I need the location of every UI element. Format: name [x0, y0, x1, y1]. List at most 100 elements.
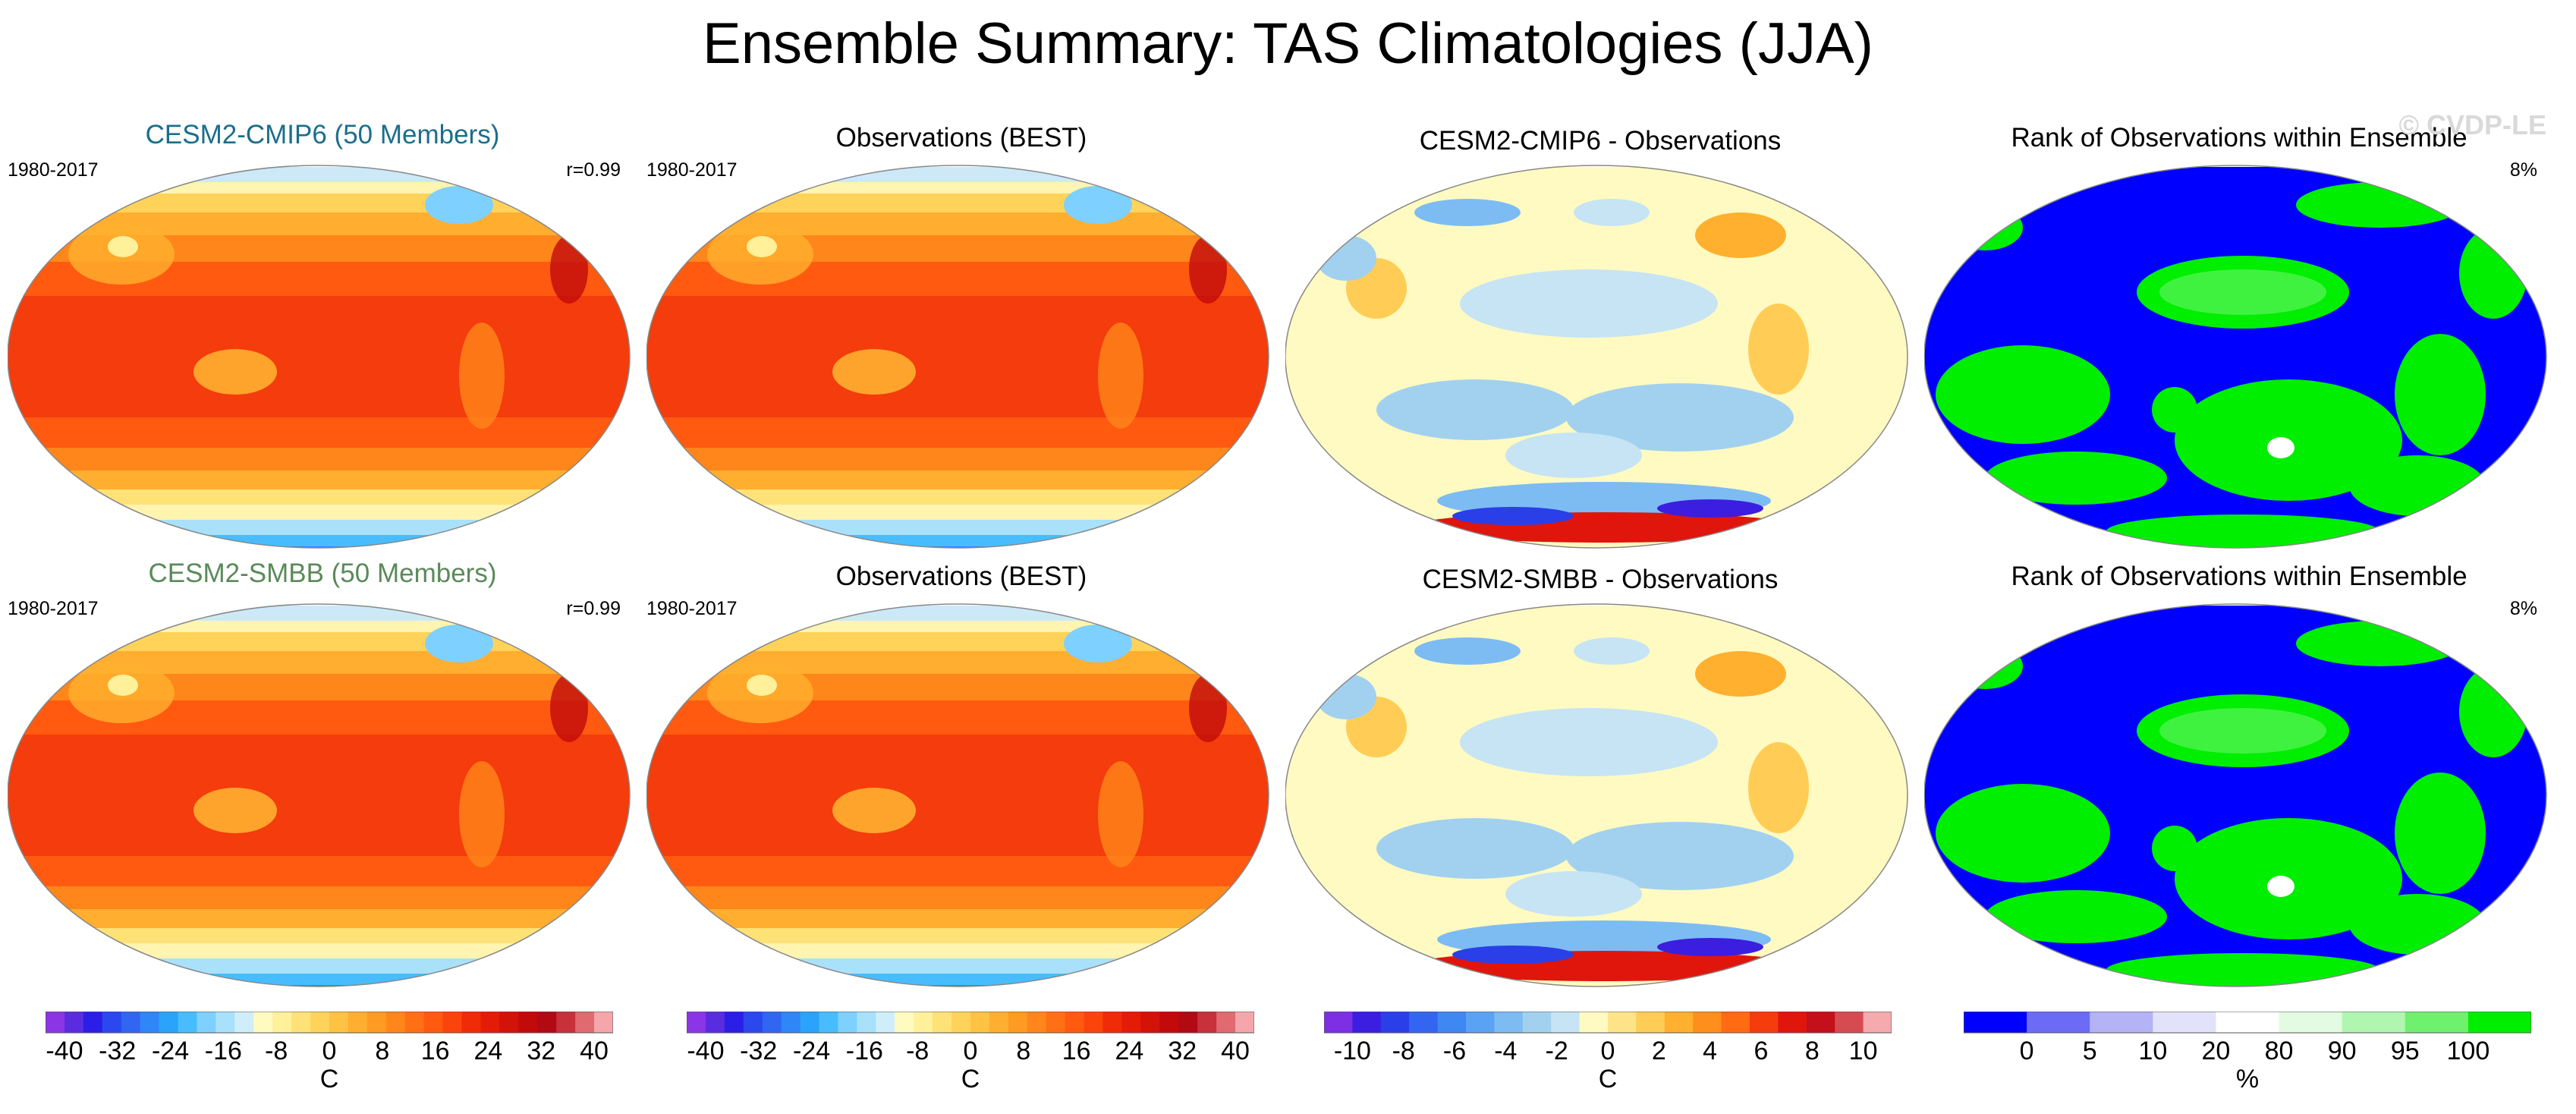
rank-percent: 8% — [2509, 598, 2537, 619]
colorbar-tick-label: -8 — [265, 1037, 288, 1065]
world-map — [1285, 603, 1908, 987]
colorbar: 0 5 10 20 80 90 95 100% — [1964, 1012, 2531, 1103]
colorbar-swatch — [102, 1012, 122, 1033]
colorbar-swatch — [1065, 1012, 1085, 1033]
colorbar-swatch — [1102, 1012, 1122, 1033]
colorbar-tick-label: 8 — [1805, 1037, 1820, 1065]
colorbar-tick-label: 0 — [2020, 1037, 2034, 1065]
colorbar-swatch — [2342, 1012, 2406, 1033]
colorbar-tick-label: -32 — [99, 1037, 136, 1065]
colorbar: -40 -32 -24 -16 -8 0 8 16 24 32 40 C — [687, 1012, 1254, 1103]
year-range: 1980-2017 — [646, 159, 738, 181]
colorbar-tick-label: -24 — [793, 1037, 830, 1065]
colorbar-swatch — [1046, 1012, 1066, 1033]
world-map — [646, 165, 1269, 549]
colorbar-swatch — [518, 1012, 538, 1033]
colorbar-tick-label: -8 — [1392, 1037, 1415, 1065]
colorbar-unit: % — [2236, 1065, 2259, 1094]
map-panel: Rank of Observations within Ensemble 8% — [1924, 560, 2554, 993]
colorbar-tick-label: 80 — [2265, 1037, 2294, 1065]
colorbar-swatch — [1608, 1012, 1637, 1033]
colorbar-swatch — [366, 1012, 387, 1033]
colorbar-swatch — [1522, 1012, 1552, 1033]
colorbar-swatch — [234, 1012, 254, 1033]
colorbar-swatch — [2467, 1012, 2531, 1033]
year-range: 1980-2017 — [8, 598, 99, 619]
colorbar-swatch — [215, 1012, 235, 1033]
colorbar-swatch — [2279, 1012, 2343, 1033]
colorbar-swatch — [1721, 1012, 1750, 1033]
colorbar-swatch — [348, 1012, 368, 1033]
colorbar-swatch — [933, 1012, 952, 1033]
colorbar-swatch — [1664, 1012, 1694, 1033]
colorbar-tick-label: -4 — [1494, 1037, 1517, 1065]
panel-title: Observations (BEST) — [835, 123, 1087, 153]
colorbar-tick-label: 8 — [375, 1037, 389, 1065]
colorbar-swatch — [989, 1012, 1009, 1033]
colorbar-swatch — [2027, 1012, 2090, 1033]
colorbar-swatch — [556, 1012, 576, 1033]
colorbar-tick-label: 95 — [2391, 1037, 2420, 1065]
colorbar-tick-label: 40 — [1221, 1037, 1250, 1065]
colorbar-tick-label: 24 — [474, 1037, 503, 1065]
colorbar-tick-label: 0 — [322, 1037, 337, 1065]
colorbar-swatch — [2153, 1012, 2216, 1033]
colorbar-swatch — [197, 1012, 216, 1033]
colorbar-swatch — [1235, 1012, 1254, 1033]
colorbar-swatch — [1551, 1012, 1581, 1033]
colorbar-swatch — [857, 1012, 876, 1033]
colorbar-swatch — [423, 1012, 444, 1033]
colorbar-tick-label: -32 — [740, 1037, 777, 1065]
colorbar-tick-label: 10 — [2138, 1037, 2167, 1065]
colorbar-swatch — [1693, 1012, 1722, 1033]
colorbar-tick-label: -24 — [152, 1037, 189, 1065]
rank-percent: 8% — [2509, 159, 2537, 181]
colorbar-swatch — [385, 1012, 406, 1033]
colorbar-swatch — [329, 1012, 349, 1033]
colorbar-swatch — [46, 1012, 65, 1033]
colorbar-swatch — [575, 1012, 595, 1033]
colorbar-tick-label: 20 — [2202, 1037, 2231, 1065]
world-map — [1924, 165, 2547, 549]
colorbar-tick-label: 0 — [964, 1037, 978, 1065]
colorbar-tick-label: -8 — [906, 1037, 929, 1065]
colorbar-swatch — [2090, 1012, 2153, 1033]
year-range: 1980-2017 — [646, 598, 738, 619]
colorbar-swatch — [1008, 1012, 1028, 1033]
colorbar-swatch — [1216, 1012, 1236, 1033]
world-map — [8, 165, 631, 549]
colorbar-tick-label: 5 — [2083, 1037, 2097, 1065]
colorbar-swatch — [705, 1012, 725, 1033]
colorbar-swatch — [121, 1012, 141, 1033]
colorbar-swatch — [310, 1012, 330, 1033]
colorbar-swatch — [594, 1012, 613, 1033]
colorbar-swatch — [1084, 1012, 1104, 1033]
colorbar-swatch — [1579, 1012, 1609, 1033]
colorbar-tick-label: -10 — [1334, 1037, 1371, 1065]
colorbar-swatch — [951, 1012, 971, 1033]
colorbar-tick-label: -16 — [846, 1037, 883, 1065]
colorbar-swatch — [159, 1012, 179, 1033]
colorbar-swatch — [687, 1012, 706, 1033]
colorbar-swatch — [253, 1012, 273, 1033]
map-panel: Rank of Observations within Ensemble 8% © … — [1924, 109, 2554, 554]
map-panel: Observations (BEST) 1980-2017 — [646, 560, 1276, 993]
colorbar-swatch — [1778, 1012, 1807, 1033]
colorbar-tick-label: 0 — [1601, 1037, 1615, 1065]
colorbar-tick-label: 16 — [1062, 1037, 1091, 1065]
colorbar-swatch — [1197, 1012, 1217, 1033]
colorbar-tick-label: 90 — [2328, 1037, 2357, 1065]
map-panel: Observations (BEST) 1980-2017 — [646, 121, 1276, 554]
colorbar-swatch — [1750, 1012, 1779, 1033]
colorbar-tick-label: -2 — [1546, 1037, 1568, 1065]
colorbar-swatch — [1027, 1012, 1047, 1033]
colorbar-swatch — [1466, 1012, 1495, 1033]
colorbar-unit: C — [1599, 1065, 1618, 1094]
colorbar-swatch — [461, 1012, 481, 1033]
colorbar-tick-label: 8 — [1016, 1037, 1030, 1065]
colorbar-swatch — [537, 1012, 557, 1033]
colorbar-swatch — [781, 1012, 801, 1033]
colorbar-swatch — [2216, 1012, 2280, 1033]
colorbar-tick-label: 32 — [1168, 1037, 1197, 1065]
colorbar-swatch — [1806, 1012, 1835, 1033]
